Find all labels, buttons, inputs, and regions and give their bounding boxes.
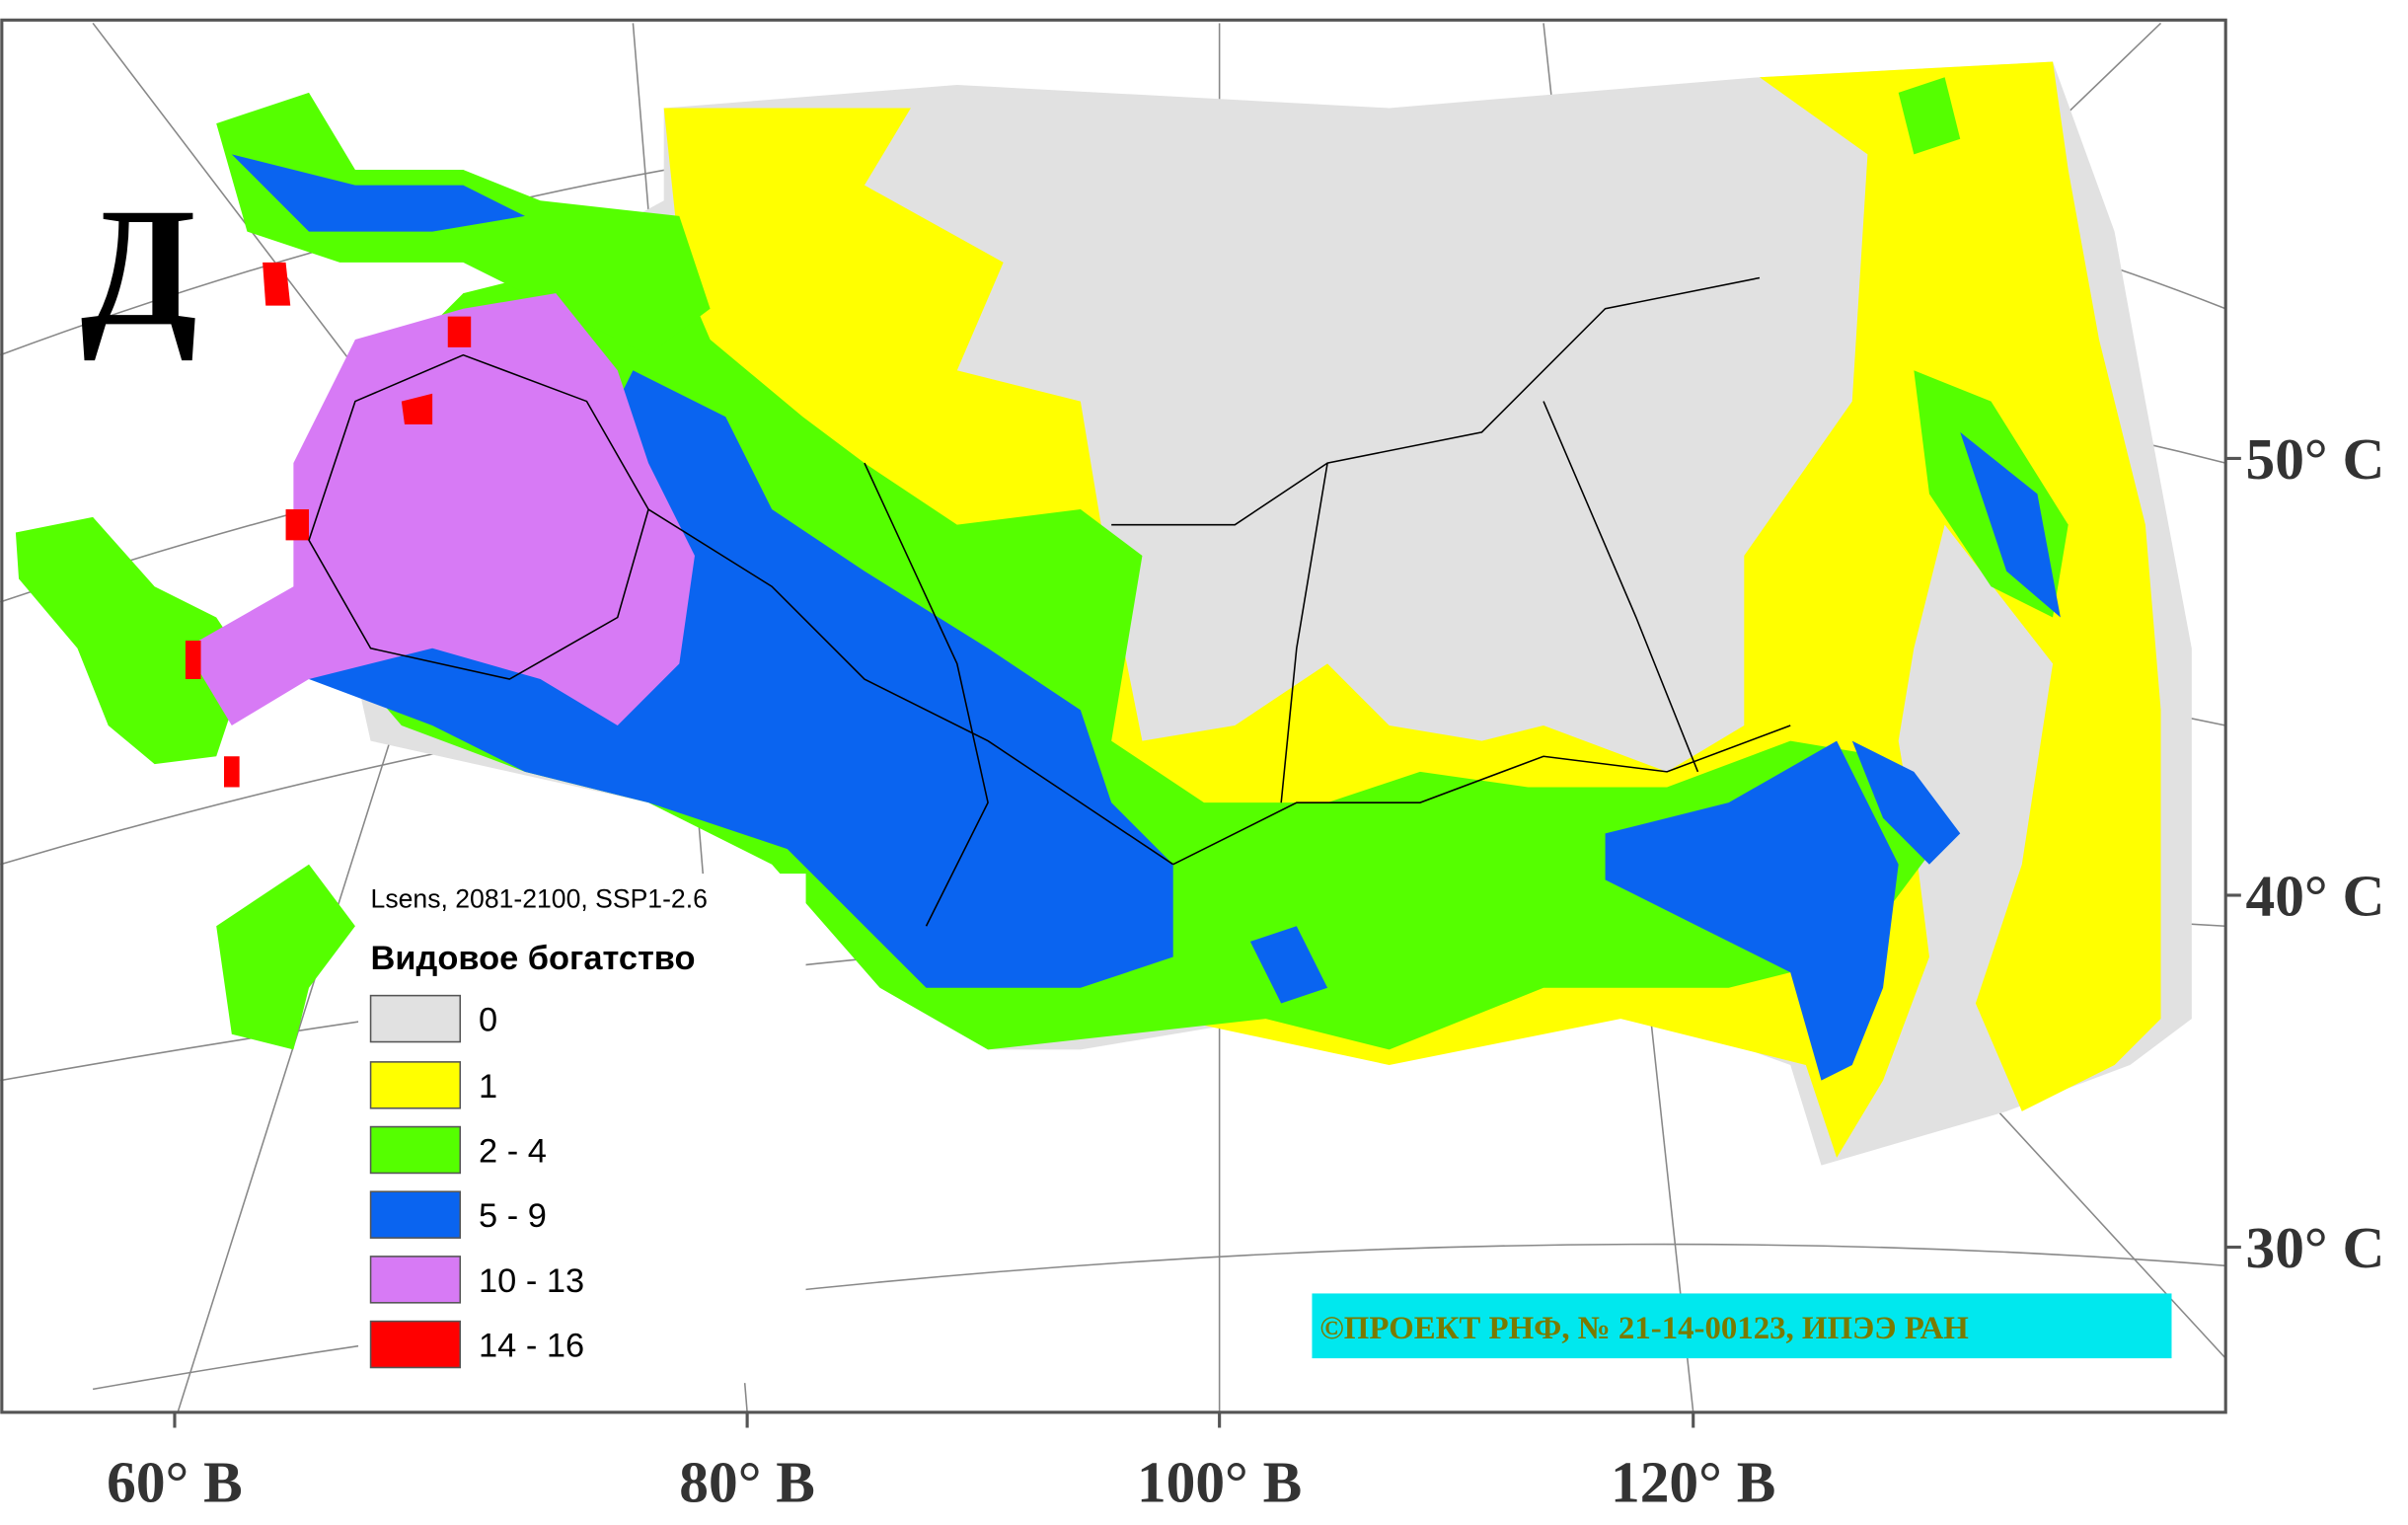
legend-swatch xyxy=(369,1061,462,1109)
latitude-label: 30° С xyxy=(2246,1215,2385,1280)
legend-title: Видовое богатство xyxy=(371,940,696,977)
longitude-label: 120° В xyxy=(1611,1450,1775,1515)
richness-5-9-region xyxy=(1960,431,2061,618)
legend-swatch xyxy=(369,1320,462,1369)
richness-2-4-region xyxy=(15,516,248,765)
legend-label: 10 - 13 xyxy=(479,1262,584,1300)
legend-label: 0 xyxy=(479,1002,497,1039)
axis-labels: 50° С 40° С 30° С 60° В 80° В 100° В 120° В xyxy=(107,426,2384,1515)
longitude-label: 60° В xyxy=(107,1450,243,1515)
richness-5-9-region xyxy=(1249,926,1328,1004)
legend-label: 14 - 16 xyxy=(479,1328,584,1365)
latitude-label: 50° С xyxy=(2246,426,2385,492)
legend-swatch xyxy=(369,994,462,1043)
legend: Lsens, 2081-2100, SSP1-2.6 Видовое богат… xyxy=(358,874,806,1384)
credit-box xyxy=(1312,1293,2172,1359)
legend-subtitle: Lsens, 2081-2100, SSP1-2.6 xyxy=(371,883,708,913)
legend-label: 2 - 4 xyxy=(479,1133,547,1171)
richness-5-9-region xyxy=(309,370,1173,988)
richness-2-4-region xyxy=(1898,77,1961,155)
panel-letter: Д xyxy=(81,174,197,361)
legend-label: 5 - 9 xyxy=(479,1197,547,1235)
borders xyxy=(308,276,1791,927)
map-area xyxy=(0,18,2227,1414)
legend-swatch xyxy=(369,1125,462,1175)
longitude-label: 100° В xyxy=(1137,1450,1302,1515)
richness-2-4-region xyxy=(216,864,355,1050)
richness-5-9-region xyxy=(1851,740,1961,865)
richness-5-9-region xyxy=(231,154,525,232)
longitude-label: 80° В xyxy=(679,1450,815,1515)
legend-swatch xyxy=(369,1190,462,1239)
latitude-label: 40° С xyxy=(2246,863,2385,928)
credit: ©ПРОЕКТ РНФ, № 21-14-00123, ИПЭЭ РАН xyxy=(1319,1311,1969,1346)
legend-swatch xyxy=(369,1256,462,1304)
map-frame xyxy=(0,18,2227,1414)
richness-5-9-region xyxy=(1605,740,1899,1081)
legend-label: 1 xyxy=(479,1068,497,1106)
richness-14-16-region xyxy=(185,262,472,788)
richness-10-13-region xyxy=(185,293,695,725)
